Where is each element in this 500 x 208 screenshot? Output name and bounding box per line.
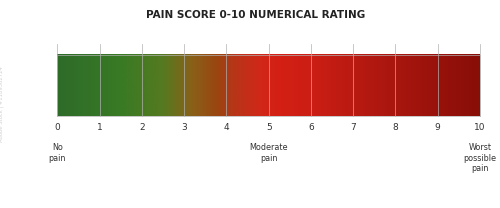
Text: Worst
possible
pain: Worst possible pain: [464, 143, 496, 173]
Text: 10: 10: [474, 124, 486, 132]
Text: 4: 4: [224, 124, 230, 132]
Text: No
pain: No pain: [48, 143, 66, 163]
Text: 8: 8: [392, 124, 398, 132]
Text: 6: 6: [308, 124, 314, 132]
Text: 7: 7: [350, 124, 356, 132]
Text: 0: 0: [54, 124, 60, 132]
Text: 1: 1: [97, 124, 102, 132]
Text: 9: 9: [435, 124, 440, 132]
Text: Adobe Stock | #1189362724: Adobe Stock | #1189362724: [0, 66, 4, 142]
Text: 5: 5: [266, 124, 272, 132]
Bar: [58, 55, 480, 116]
Text: 2: 2: [139, 124, 144, 132]
Text: Moderate
pain: Moderate pain: [250, 143, 288, 163]
Text: PAIN SCORE 0-10 NUMERICAL RATING: PAIN SCORE 0-10 NUMERICAL RATING: [146, 10, 366, 20]
Text: 3: 3: [182, 124, 187, 132]
